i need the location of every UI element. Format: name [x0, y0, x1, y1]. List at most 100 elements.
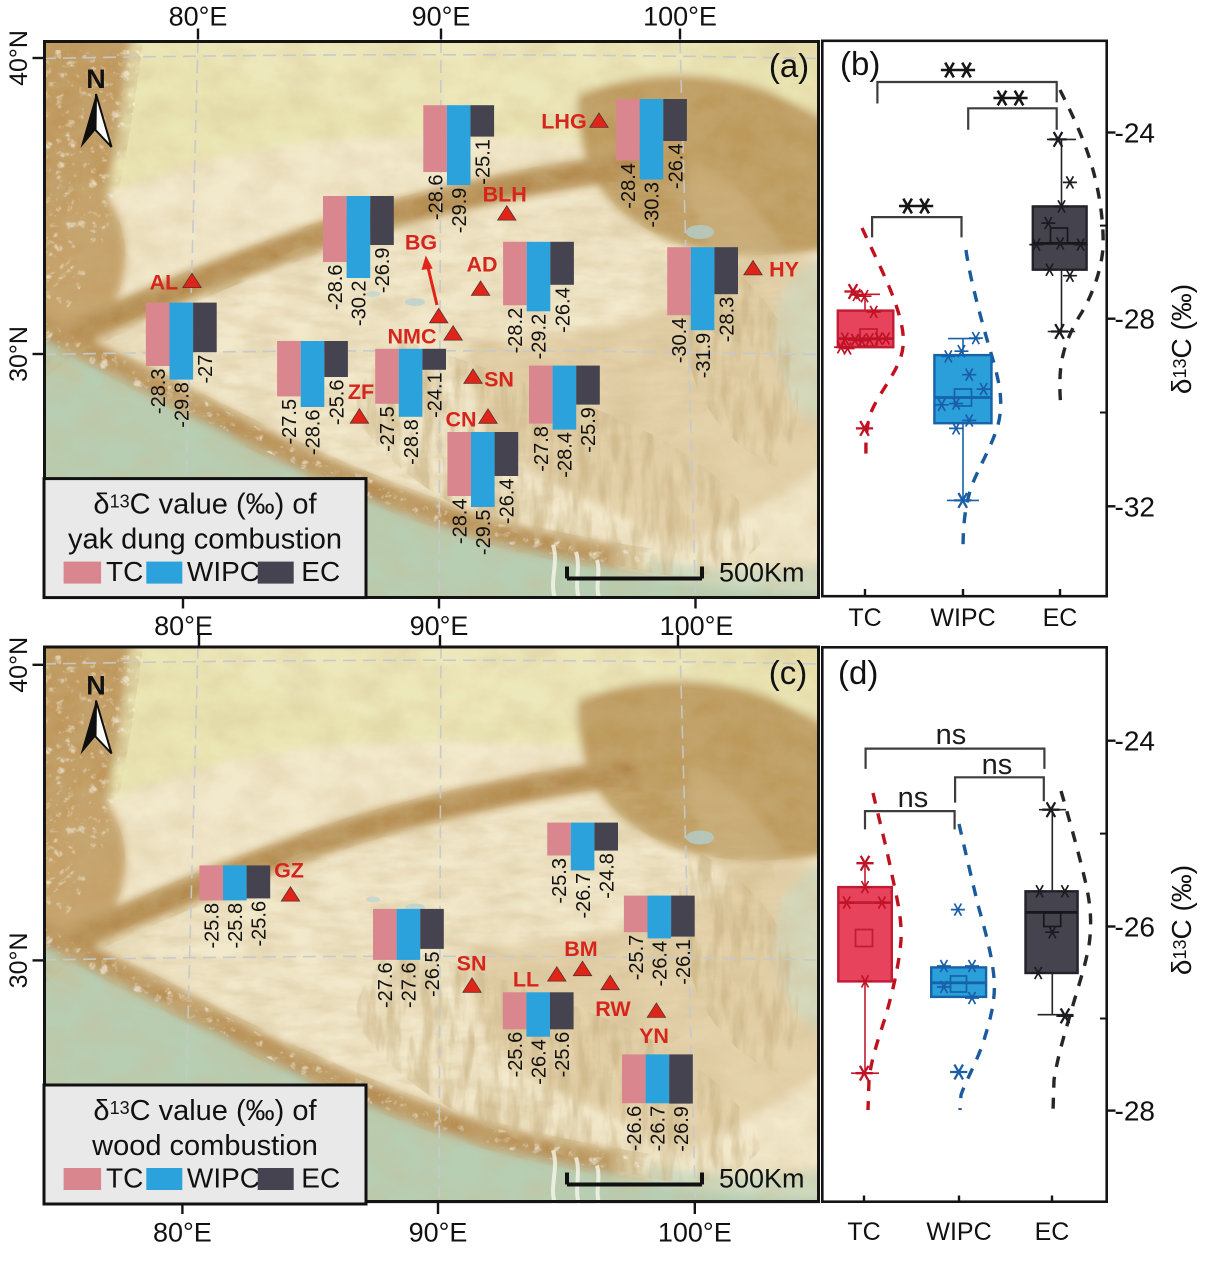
svg-text:TC: TC — [848, 604, 881, 632]
svg-text:BG: BG — [405, 231, 437, 255]
svg-text:-30.4: -30.4 — [669, 318, 691, 364]
svg-text:-30.2: -30.2 — [349, 281, 371, 327]
svg-text:500Km: 500Km — [719, 558, 805, 588]
svg-text:GZ: GZ — [274, 859, 304, 883]
svg-text:HY: HY — [769, 258, 799, 282]
svg-text:-27.8: -27.8 — [531, 426, 553, 472]
svg-text:-27.5: -27.5 — [377, 406, 399, 452]
svg-text:ZF: ZF — [348, 380, 374, 404]
svg-text:-25.6: -25.6 — [505, 1032, 527, 1078]
svg-text:90°E: 90°E — [412, 2, 471, 32]
svg-text:-28.3: -28.3 — [148, 369, 170, 415]
svg-text:-28.4: -28.4 — [449, 499, 471, 545]
svg-text:δ13C value (‰) of: δ13C value (‰) of — [93, 489, 317, 521]
svg-text:wood combustion: wood combustion — [91, 1130, 318, 1162]
svg-text:-26.9: -26.9 — [671, 1106, 693, 1152]
svg-text:-28: -28 — [1115, 1096, 1155, 1127]
svg-text:100°E: 100°E — [660, 611, 734, 641]
svg-text:-28.3: -28.3 — [716, 297, 738, 343]
svg-text:N: N — [86, 671, 106, 701]
svg-text:WIPC: WIPC — [187, 1163, 260, 1194]
svg-text:ns: ns — [936, 719, 967, 751]
svg-text:-28: -28 — [1115, 304, 1155, 335]
svg-text:ns: ns — [982, 749, 1013, 781]
svg-text:-24: -24 — [1115, 118, 1155, 149]
svg-text:-28.4: -28.4 — [555, 432, 577, 478]
svg-text:-27.6: -27.6 — [375, 962, 397, 1008]
svg-text:CN: CN — [445, 408, 476, 432]
svg-text:-26.4: -26.4 — [552, 287, 574, 333]
svg-text:-26.7: -26.7 — [648, 1106, 670, 1152]
svg-text:SN: SN — [457, 952, 487, 976]
svg-text:80°E: 80°E — [169, 2, 228, 32]
svg-text:LHG: LHG — [541, 110, 586, 134]
svg-text:WIPC: WIPC — [930, 604, 995, 632]
svg-text:(d): (d) — [838, 654, 878, 691]
svg-text:N: N — [86, 64, 106, 94]
svg-text:δ13C value (‰) of: δ13C value (‰) of — [93, 1095, 317, 1127]
svg-text:-25.6: -25.6 — [249, 901, 271, 947]
svg-text:-26.7: -26.7 — [573, 873, 595, 919]
svg-text:-25.8: -25.8 — [225, 903, 247, 949]
svg-text:100°E: 100°E — [643, 2, 717, 32]
svg-text:80°E: 80°E — [153, 1218, 212, 1248]
svg-text:(c): (c) — [769, 654, 807, 691]
svg-text:40°N: 40°N — [5, 30, 33, 86]
svg-text:TC: TC — [847, 1218, 880, 1246]
svg-text:-26.4: -26.4 — [665, 144, 687, 190]
svg-text:-26.4: -26.4 — [650, 941, 672, 987]
svg-text:30°N: 30°N — [5, 932, 33, 988]
svg-text:-30.3: -30.3 — [642, 182, 664, 228]
svg-text:EC: EC — [1035, 1218, 1070, 1246]
svg-text:yak dung combustion: yak dung combustion — [68, 524, 342, 556]
svg-text:WIPC: WIPC — [926, 1218, 991, 1246]
svg-text:BLH: BLH — [483, 183, 527, 207]
svg-text:EC: EC — [301, 556, 340, 587]
svg-text:-24: -24 — [1115, 726, 1155, 757]
svg-text:-28.8: -28.8 — [401, 419, 423, 465]
svg-text:-27.6: -27.6 — [399, 962, 421, 1008]
svg-text:BM: BM — [564, 937, 597, 961]
svg-text:-25.3: -25.3 — [549, 858, 571, 904]
svg-text:500Km: 500Km — [719, 1164, 805, 1194]
svg-text:LL: LL — [513, 967, 539, 991]
svg-text:-27: -27 — [195, 355, 217, 384]
svg-text:TC: TC — [106, 1163, 143, 1194]
svg-text:AL: AL — [150, 271, 179, 295]
svg-text:40°N: 40°N — [5, 637, 33, 693]
svg-text:EC: EC — [1043, 604, 1078, 632]
svg-text:-24.1: -24.1 — [424, 372, 446, 418]
svg-text:-25.9: -25.9 — [578, 407, 600, 453]
svg-text:WIPC: WIPC — [187, 556, 260, 587]
svg-text:-26: -26 — [1115, 912, 1155, 943]
svg-text:(b): (b) — [840, 45, 880, 82]
svg-text:90°E: 90°E — [409, 1218, 468, 1248]
svg-text:-28.6: -28.6 — [325, 265, 347, 311]
svg-text:YN: YN — [639, 1024, 669, 1048]
svg-text:-25.6: -25.6 — [326, 380, 348, 426]
svg-text:TC: TC — [106, 556, 143, 587]
svg-text:-26.9: -26.9 — [372, 248, 394, 294]
svg-text:-26.6: -26.6 — [624, 1106, 646, 1152]
svg-text:80°E: 80°E — [154, 611, 213, 641]
svg-text:RW: RW — [595, 997, 631, 1021]
svg-text:30°N: 30°N — [5, 326, 33, 382]
svg-text:-25.8: -25.8 — [201, 903, 223, 949]
svg-text:-29.5: -29.5 — [473, 510, 495, 556]
svg-text:-26.5: -26.5 — [422, 951, 444, 997]
svg-text:-26.1: -26.1 — [673, 939, 695, 985]
svg-text:-24.8: -24.8 — [596, 853, 618, 899]
svg-text:-26.4: -26.4 — [497, 479, 519, 525]
svg-text:AD: AD — [466, 253, 497, 277]
svg-text:100°E: 100°E — [658, 1218, 732, 1248]
svg-text:(a): (a) — [769, 47, 809, 84]
svg-text:-25.7: -25.7 — [626, 935, 648, 981]
svg-text:-32: -32 — [1115, 491, 1155, 522]
svg-text:EC: EC — [301, 1163, 340, 1194]
svg-text:-28.4: -28.4 — [618, 163, 640, 209]
svg-text:-25.6: -25.6 — [552, 1032, 574, 1078]
svg-text:-29.8: -29.8 — [172, 382, 194, 428]
svg-text:-29.9: -29.9 — [449, 188, 471, 234]
svg-text:-29.2: -29.2 — [529, 314, 551, 360]
svg-text:-28.2: -28.2 — [505, 308, 527, 354]
